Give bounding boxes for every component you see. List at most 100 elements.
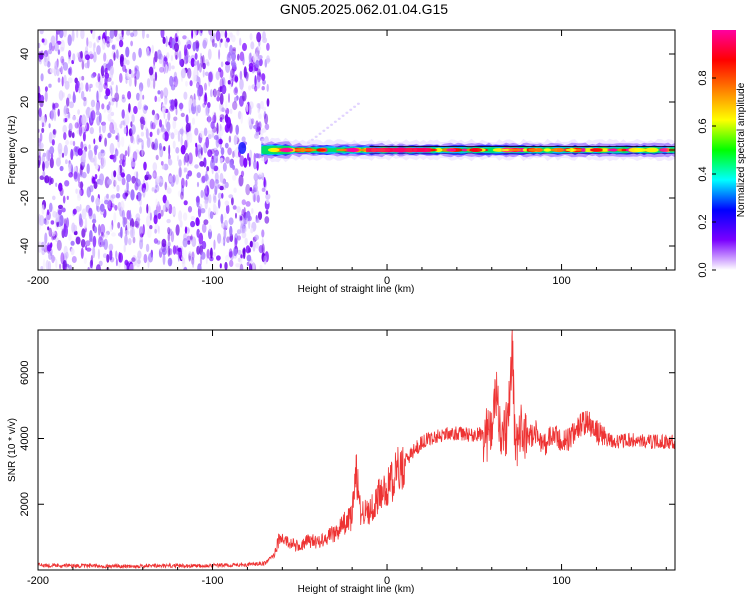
spectrogram-noise-cell [220, 147, 225, 156]
spectrogram-noise-cell [195, 196, 200, 203]
spectrogram-noise-cell [246, 103, 249, 113]
spectrogram-noise-cell [113, 179, 117, 187]
spectrogram-noise-cell [55, 157, 61, 167]
spectrogram-noise-cell [235, 212, 237, 219]
spectrogram-noise-cell [106, 254, 110, 263]
spectrogram-noise-cell [183, 91, 188, 100]
spectrogram-noise-cell [80, 181, 84, 190]
spectrogram-noise-cell [170, 231, 175, 243]
spectrogram-noise-cell [60, 39, 65, 51]
spectrogram-noise-cell [97, 248, 100, 260]
spectrogram-noise-cell [111, 232, 116, 237]
spectrogram-noise-cell [156, 96, 161, 102]
spectrogram-noise-cell [190, 220, 196, 228]
spectrogram-noise-cell [55, 182, 58, 187]
spectrogram-noise-cell [170, 99, 175, 111]
spectrogram-noise-cell [86, 163, 90, 174]
spectrogram-noise-cell [70, 240, 75, 246]
spectrogram-noise-cell [50, 153, 54, 159]
spectrogram-signal-peak [590, 148, 603, 152]
spectrogram-noise-cell [257, 211, 263, 220]
spectrogram-noise-cell [57, 77, 61, 83]
spectrogram-noise-cell [44, 160, 50, 169]
spectrogram-noise-cell [46, 209, 50, 216]
spectrogram-noise-cell [214, 172, 219, 182]
figure-title: GN05.2025.062.01.04.G15 [280, 1, 448, 17]
spectrogram-noise-cell [128, 238, 132, 246]
spectrogram-noise-cell [200, 30, 203, 34]
spectrogram-noise-cell [163, 55, 167, 67]
spectrogram-noise-cell [164, 181, 168, 191]
spectrogram-noise-cell [245, 201, 251, 207]
spectrogram-noise-cell [88, 41, 93, 49]
spectrogram-noise-cell [142, 104, 148, 115]
spectrogram-noise-cell [209, 178, 215, 190]
spectrogram-noise-cell [98, 260, 103, 267]
spectrogram-noise-cell [55, 258, 58, 269]
spectrogram-noise-cell [38, 107, 42, 118]
spectrogram-noise-cell [229, 73, 234, 84]
spectrogram-noise-cell [50, 177, 54, 185]
spectrogram-noise-cell [60, 64, 64, 74]
spectrogram-noise-cell [73, 171, 78, 180]
spectrogram-noise-cell [173, 129, 179, 136]
spectrogram-noise-cell [256, 194, 260, 203]
spectrogram-noise-cell [154, 95, 157, 103]
spectrogram-noise-cell [90, 195, 95, 203]
spectrogram-x-tick-label: 100 [552, 275, 570, 287]
spectrogram-noise-cell [177, 155, 179, 162]
spectrogram-noise-cell [80, 50, 83, 59]
spectrogram-noise-cell [129, 209, 132, 222]
spectrogram-noise-cell [217, 192, 222, 200]
spectrogram-noise-cell [234, 134, 239, 142]
spectrogram-noise-cell [210, 247, 213, 259]
spectrogram-noise-cell [120, 120, 126, 125]
spectrogram-noise-cell [172, 140, 176, 149]
spectrogram-noise-cell [196, 181, 200, 188]
snr-y-tick-label: 2000 [19, 492, 31, 516]
spectrogram-noise-cell [208, 30, 214, 36]
spectrogram-y-tick-label: 0 [19, 147, 31, 153]
spectrogram-noise-cell [219, 78, 224, 89]
spectrogram-noise-cell [195, 104, 199, 117]
spectrogram-noise-cell [133, 171, 139, 178]
spectrogram-noise-cell [80, 30, 85, 40]
spectrogram-noise-cell [65, 159, 68, 165]
spectrogram-noise-cell [59, 46, 65, 52]
spectrogram-noise-cell [119, 73, 123, 83]
spectrogram-noise-cell [250, 227, 254, 234]
spectrogram-noise-cell [257, 46, 262, 51]
spectrogram-noise-cell [130, 156, 134, 162]
spectrogram-noise-cell [256, 161, 259, 171]
spectrogram-noise-cell [214, 43, 218, 48]
spectrogram-noise-cell [81, 208, 87, 220]
spectrogram-noise-cell [206, 61, 210, 67]
spectrogram-noise-cell [72, 53, 76, 62]
spectrogram-noise-cell [48, 131, 53, 144]
spectrogram-noise-cell [50, 220, 55, 225]
spectrogram-noise-cell [119, 123, 123, 129]
spectrogram-noise-cell [200, 251, 206, 260]
spectrogram-noise-cell [56, 239, 62, 251]
spectrogram-noise-cell [253, 172, 259, 182]
spectrogram-noise-cell [223, 184, 227, 191]
spectrogram-signal-peak [581, 148, 586, 152]
spectrogram-noise-cell [107, 132, 111, 139]
spectrogram-noise-cell [100, 149, 105, 154]
colorbar-tick-label: 0.2 [697, 214, 709, 229]
spectrogram-noise-cell [47, 261, 52, 270]
spectrogram-signal-peak [300, 147, 305, 153]
spectrogram-noise-cell [207, 133, 212, 140]
spectrogram-noise-cell [211, 126, 215, 138]
spectrogram-noise-cell [143, 253, 148, 264]
spectrogram-noise-cell [184, 249, 187, 260]
spectrogram-noise-cell [234, 96, 237, 103]
spectrogram-noise-cell [86, 186, 92, 198]
spectrogram-noise-cell [118, 39, 124, 48]
spectrogram-noise-cell [85, 108, 90, 115]
spectrogram-noise-cell [56, 221, 59, 228]
spectrogram-noise-cell [60, 55, 65, 64]
spectrogram-noise-cell [120, 136, 125, 147]
spectrogram-noise-cell [247, 152, 250, 161]
